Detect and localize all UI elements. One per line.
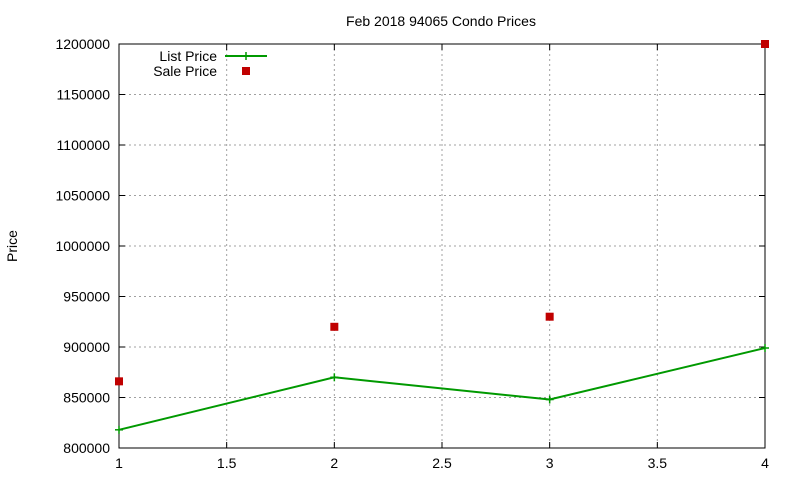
y-tick-label: 900000 [63, 339, 110, 355]
x-tick-label: 2 [330, 455, 338, 471]
x-tick-label: 1.5 [217, 455, 237, 471]
y-axis-label: Price [4, 230, 20, 262]
x-tick-label: 1 [115, 455, 123, 471]
x-tick-label: 3 [546, 455, 554, 471]
y-tick-label: 1000000 [55, 238, 110, 254]
y-tick-label: 800000 [63, 440, 110, 456]
legend-swatch-list-price [225, 52, 267, 60]
data-point-list-price [545, 395, 554, 404]
data-point-list-price [115, 425, 123, 434]
data-point-sale-price [545, 312, 554, 321]
y-tick-label: 850000 [63, 390, 110, 406]
chart-title: Feb 2018 94065 Condo Prices [346, 13, 536, 29]
y-tick-label: 1050000 [55, 188, 110, 204]
data-point-sale-price [115, 377, 123, 386]
data-point-list-price [761, 344, 769, 353]
y-tick-label: 1150000 [57, 87, 111, 103]
x-tick-label: 2.5 [432, 455, 452, 471]
x-tick-label: 3.5 [648, 455, 668, 471]
data-point-sale-price [761, 40, 769, 48]
legend-swatch-sale-price [242, 67, 250, 75]
y-tick-label: 950000 [63, 289, 110, 305]
axis-ticks: 8000008500009000009500001000000105000011… [55, 36, 769, 471]
x-tick-label: 4 [761, 455, 769, 471]
y-tick-label: 1200000 [55, 36, 110, 52]
data-point-list-price [330, 373, 339, 382]
legend-label: List Price [159, 48, 217, 64]
legend-label: Sale Price [153, 63, 217, 79]
series-line-list-price [118, 347, 766, 431]
data-point-sale-price [330, 322, 339, 331]
series-layer [115, 40, 769, 434]
y-tick-label: 1100000 [57, 137, 111, 153]
grid-lines [119, 44, 765, 448]
